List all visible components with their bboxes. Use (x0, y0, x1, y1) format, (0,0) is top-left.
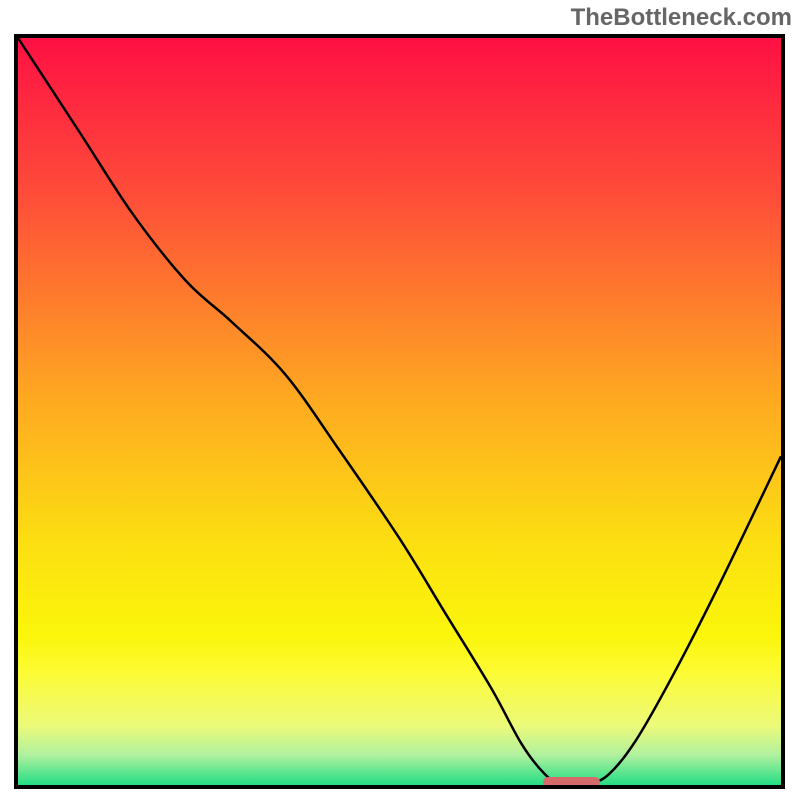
chart-svg (18, 38, 781, 785)
plot-area (18, 38, 781, 785)
gradient-background (18, 38, 781, 785)
minimum-marker (543, 777, 600, 785)
watermark-text: TheBottleneck.com (571, 4, 792, 32)
chart-container: TheBottleneck.com (0, 0, 800, 800)
